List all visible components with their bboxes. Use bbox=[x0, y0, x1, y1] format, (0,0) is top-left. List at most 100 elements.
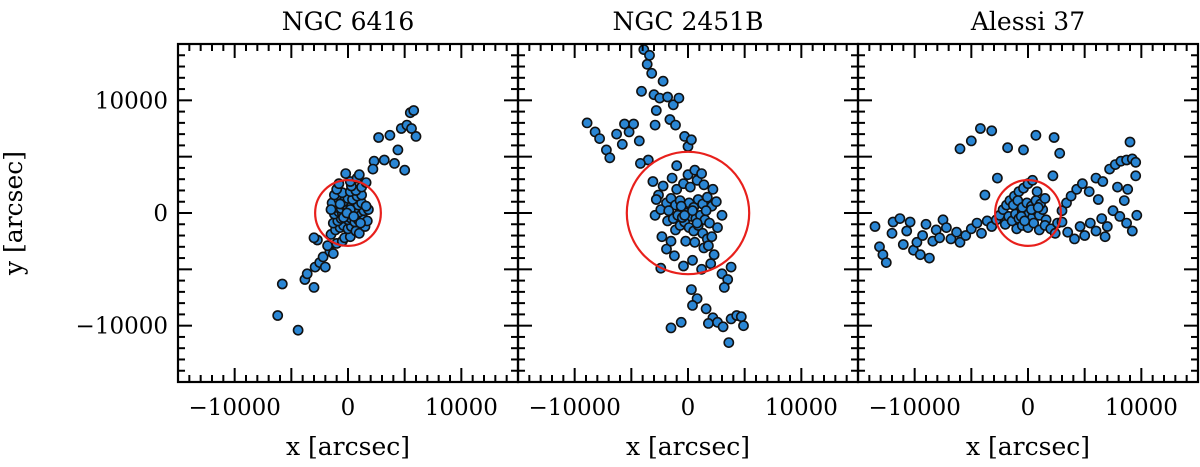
data-point bbox=[325, 204, 337, 215]
data-point bbox=[1032, 201, 1044, 213]
data-point bbox=[686, 284, 697, 295]
x-tick-label-alessi-37: 0 bbox=[1021, 395, 1036, 421]
data-point bbox=[1092, 194, 1104, 205]
panel-title-alessi-37: Alessi 37 bbox=[970, 7, 1085, 36]
core-circle-ngc-6416 bbox=[314, 179, 382, 247]
data-point bbox=[886, 227, 898, 239]
data-point bbox=[348, 210, 360, 222]
y-tick-label: 10000 bbox=[95, 88, 168, 114]
data-point bbox=[1083, 186, 1095, 197]
data-point bbox=[700, 205, 712, 217]
data-point bbox=[675, 200, 687, 212]
data-point bbox=[319, 261, 331, 273]
data-point bbox=[924, 252, 935, 264]
data-point bbox=[360, 200, 372, 212]
core-circle-ngc-2451b bbox=[625, 150, 751, 276]
data-point bbox=[633, 135, 645, 147]
data-point bbox=[894, 213, 906, 224]
data-point bbox=[1112, 181, 1123, 193]
data-point bbox=[406, 123, 417, 134]
data-point bbox=[662, 91, 673, 103]
data-point bbox=[1126, 225, 1138, 237]
data-point bbox=[914, 249, 926, 261]
data-point bbox=[353, 169, 365, 181]
data-point bbox=[975, 123, 986, 134]
data-point bbox=[678, 260, 689, 272]
data-point bbox=[920, 218, 932, 230]
x-tick-label-ngc-2451b: 10000 bbox=[765, 395, 838, 421]
data-point bbox=[1047, 170, 1059, 182]
data-point bbox=[965, 135, 977, 147]
x-tick-label-ngc-2451b: −10000 bbox=[528, 395, 620, 421]
data-point bbox=[353, 227, 365, 239]
data-point bbox=[687, 205, 698, 217]
data-point bbox=[292, 324, 304, 336]
data-point bbox=[673, 92, 685, 104]
x-tick-label-ngc-6416: 0 bbox=[341, 395, 356, 421]
data-point bbox=[581, 117, 593, 129]
data-point bbox=[669, 250, 680, 262]
data-point bbox=[367, 163, 379, 175]
data-point bbox=[389, 157, 400, 169]
panel-alessi-37: Alessi 37 bbox=[856, 7, 1200, 384]
data-point bbox=[691, 217, 703, 229]
data-point bbox=[954, 143, 966, 155]
data-point bbox=[698, 179, 710, 191]
data-point bbox=[705, 258, 717, 270]
data-point bbox=[308, 281, 320, 293]
panel-ngc-6416: NGC 6416 bbox=[176, 7, 520, 384]
data-point bbox=[703, 317, 714, 329]
data-point bbox=[1084, 217, 1096, 229]
data-point bbox=[408, 105, 420, 116]
data-point bbox=[992, 172, 1003, 184]
data-point bbox=[272, 310, 284, 321]
data-point bbox=[392, 144, 404, 156]
points-alessi-37 bbox=[869, 123, 1143, 268]
data-point bbox=[1099, 231, 1111, 243]
y-tick-label: 0 bbox=[153, 201, 168, 227]
data-point bbox=[671, 183, 683, 195]
panel-title-ngc-6416: NGC 6416 bbox=[282, 7, 415, 36]
data-point bbox=[738, 320, 749, 332]
data-point bbox=[706, 231, 718, 243]
data-point bbox=[1124, 136, 1136, 148]
data-point bbox=[665, 235, 677, 247]
data-point bbox=[703, 240, 714, 252]
data-point bbox=[1048, 132, 1060, 143]
x-axis-label-alessi-37: x [arcsec] bbox=[966, 432, 1090, 461]
data-point bbox=[616, 138, 628, 150]
data-point bbox=[334, 198, 346, 210]
x-tick-label-alessi-37: 10000 bbox=[1105, 395, 1178, 421]
data-point bbox=[1118, 195, 1130, 206]
data-point bbox=[1019, 215, 1030, 227]
ticks-ngc-6416 bbox=[177, 43, 519, 383]
data-point bbox=[700, 303, 712, 315]
data-point bbox=[649, 119, 661, 131]
points-ngc-2451b bbox=[581, 44, 749, 348]
data-point bbox=[1062, 226, 1074, 238]
data-point bbox=[308, 232, 320, 244]
panel-ngc-2451b: NGC 2451B bbox=[516, 7, 860, 384]
data-point bbox=[1074, 221, 1086, 232]
data-point bbox=[636, 85, 647, 97]
data-point bbox=[1121, 217, 1132, 229]
data-point bbox=[945, 233, 957, 245]
data-point bbox=[1054, 147, 1066, 159]
data-point bbox=[671, 160, 683, 172]
data-point bbox=[971, 217, 983, 229]
data-point bbox=[327, 248, 339, 259]
data-point bbox=[1039, 192, 1051, 204]
data-point bbox=[869, 221, 881, 232]
data-point bbox=[1097, 176, 1109, 187]
data-point bbox=[1018, 144, 1029, 156]
data-point bbox=[635, 157, 646, 169]
data-point bbox=[954, 236, 966, 248]
data-point bbox=[723, 337, 735, 348]
data-point bbox=[656, 231, 668, 243]
data-point bbox=[611, 128, 622, 140]
data-point bbox=[355, 217, 366, 229]
data-point bbox=[979, 189, 991, 201]
x-axis-label-ngc-2451b: x [arcsec] bbox=[626, 432, 750, 461]
data-point bbox=[384, 129, 396, 141]
